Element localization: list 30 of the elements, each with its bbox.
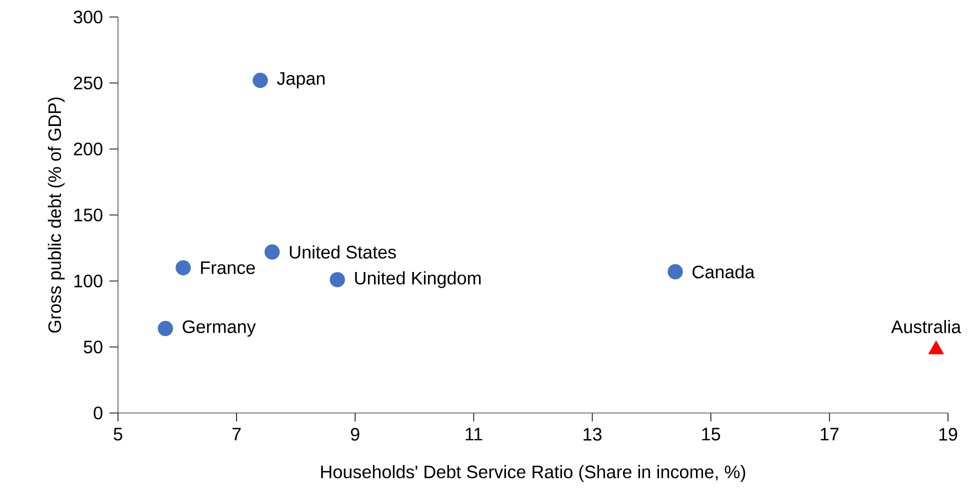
point [176,260,191,276]
annotation: Germany [182,320,256,337]
annotation: Australia [891,320,962,334]
y-tick-label: 0 [94,406,102,420]
y-axis-title: Gross public debt (% of GDP) [48,98,65,333]
x-tick-label: 17 [820,428,839,440]
y-tick-label: 150 [74,208,102,222]
x-tick-label: 7 [232,428,241,440]
x-axis-title: Households' Debt Service Ratio (Share in income, %) [321,465,746,482]
point [264,244,280,260]
annotation: France [201,262,255,274]
annotation: United States [290,245,396,259]
x-tick-label: 5 [114,428,122,440]
x-tick-label: 9 [350,428,360,441]
point [158,320,174,336]
y-tick-label: 50 [84,340,102,354]
annotation: Canada [692,265,755,278]
x-tick-label: 15 [702,428,720,440]
y-tick-label: 100 [74,274,102,288]
annotation: United Kingdom [355,271,481,288]
y-tick-label: 250 [74,76,102,90]
x-tick-label: 13 [584,428,602,441]
y-tick-label: 300 [74,10,102,24]
y-tick-label: 200 [74,142,102,156]
point [330,272,345,288]
annotation: Japan [276,72,325,88]
point [668,264,683,280]
x-tick-label: 11 [466,428,482,440]
x-tick-label: 19 [939,428,958,441]
point [252,72,268,88]
